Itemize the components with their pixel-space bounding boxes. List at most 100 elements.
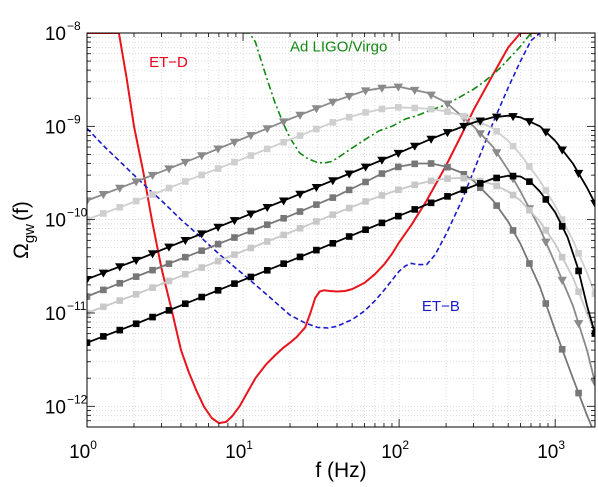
annotation-label: ET−B [422,298,460,315]
series-marker [87,275,92,285]
y-tick-label: 10 [45,117,66,138]
series-marker [280,214,287,222]
series-marker [378,105,386,113]
series-marker [378,170,386,177]
y-axis-label-suffix: (f) [10,201,33,221]
series-marker [214,165,222,172]
series-marker [557,276,567,285]
y-tick-label: 10 [45,211,66,232]
y-tick-label: 10 [45,24,66,45]
series-line [243,33,540,164]
series-marker [491,113,502,122]
series-marker [360,87,371,96]
series-marker [427,160,435,167]
series-marker [557,146,567,155]
series-marker [575,389,582,397]
series-marker [344,170,354,179]
series-marker [87,339,91,347]
series-marker [491,149,502,158]
series-marker [311,184,322,193]
series-marker [196,152,207,161]
series-marker [542,196,550,203]
series-marker [345,113,353,121]
series-marker [345,204,353,212]
series-marker [198,293,206,301]
series-marker [165,307,173,314]
series-marker [295,190,305,199]
series-marker [558,223,566,230]
series-marker [231,158,238,166]
series-marker [395,163,402,171]
series-marker [459,122,469,131]
series-marker [198,264,206,271]
series-marker [132,197,140,205]
series-marker [395,212,402,220]
series-marker [115,184,125,193]
series-marker [100,286,107,294]
series-marker [411,104,419,112]
series-5 [87,113,595,285]
series-marker [246,210,256,219]
series-group [87,33,595,427]
series-marker [362,109,369,116]
series-marker [426,91,436,100]
series-marker [360,163,371,172]
series-marker [165,184,173,192]
annotations: ET−D Ad LIGO/Virgo ET−B [149,39,460,315]
series-marker [362,226,369,234]
x-tick-label: 100 [69,438,97,463]
series-marker [87,293,91,300]
plot-frame [86,32,596,428]
x-tick-label: 102 [381,438,409,463]
series-marker [263,145,271,153]
series-marker [558,253,566,261]
series-marker [296,253,304,261]
series-marker [460,112,468,120]
series-marker [329,240,337,247]
series-marker [100,333,107,340]
series-marker [182,300,189,308]
y-tick-exponent: −11 [67,299,87,313]
series-marker [214,287,222,294]
series-marker [116,203,124,211]
series-marker [362,178,369,186]
series-marker [508,113,518,122]
series-marker [377,84,387,93]
y-tick-label: 10 [45,304,66,325]
series-marker [460,174,468,182]
series-marker [165,260,173,267]
series-marker [427,105,435,113]
series-marker [100,210,107,217]
series-marker [575,267,582,275]
series-marker [132,273,140,280]
series-marker [180,158,191,167]
series-marker [164,243,174,252]
series-marker [526,206,533,214]
y-axis-label-sub: gw [21,224,38,243]
series-marker [164,165,174,174]
series-marker [558,345,566,353]
series-marker [411,206,419,213]
series-marker [313,125,320,133]
series-marker [263,266,271,274]
series-marker [147,250,158,259]
series-marker [542,187,550,194]
series-marker [409,86,420,95]
series-marker [182,253,189,261]
series-marker [329,211,337,218]
series-marker [180,237,191,246]
series-marker [411,160,419,168]
series-marker [345,233,353,240]
series-marker [393,149,404,158]
series-marker [426,135,436,144]
series-marker [442,129,453,138]
series-marker [115,263,125,272]
series-marker [278,118,289,127]
series-marker [526,178,533,185]
y-tick-exponent: −8 [67,19,81,33]
series-marker [444,193,451,200]
series-marker [509,172,517,180]
series-2 [87,33,541,329]
